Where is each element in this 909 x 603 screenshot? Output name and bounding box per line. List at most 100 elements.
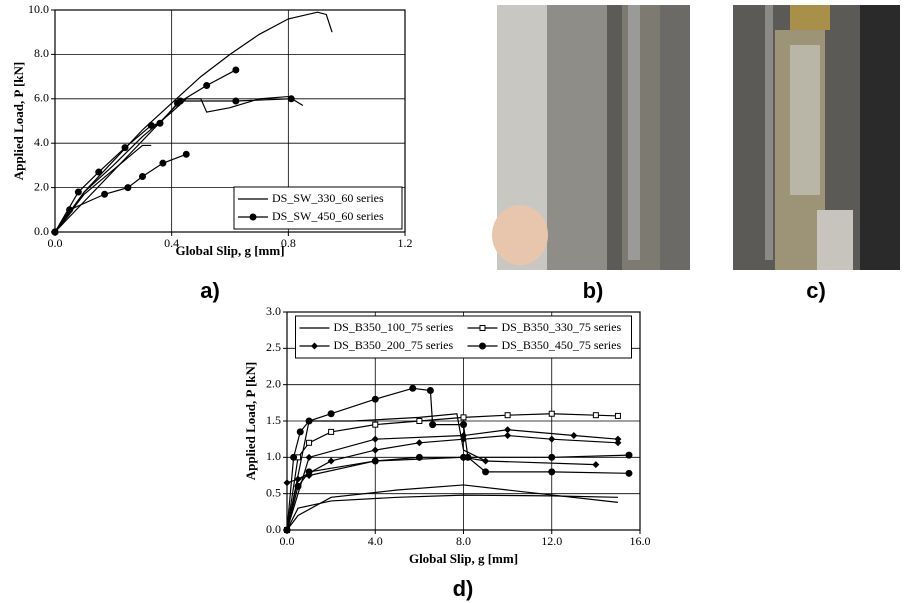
y-axis-label: Applied Load, P [kN] [243,362,258,480]
marker [327,457,335,465]
marker [482,457,490,465]
data-line [54,69,237,233]
y-tick-label: 0.0 [266,522,281,536]
marker [305,453,313,461]
marker [139,173,146,180]
marker [327,410,335,418]
marker [305,417,313,425]
x-tick-label: 0.8 [281,236,296,250]
x-tick-label: 0.0 [280,534,295,548]
marker [51,228,59,236]
marker [614,412,621,419]
marker [182,150,190,158]
marker [283,479,291,487]
data-line [286,429,618,531]
data-line [54,98,292,233]
legend-label: DS_SW_330_60 series [272,191,384,205]
x-axis-label: Global Slip, g [mm] [409,551,518,566]
data-line [54,95,304,233]
marker [124,184,132,192]
x-tick-label: 8.0 [456,534,471,548]
panel-label: a) [200,278,220,303]
marker [95,168,103,176]
y-tick-label: 8.0 [34,46,49,60]
marker [147,121,155,129]
marker [371,446,379,454]
marker [306,439,313,446]
marker [429,421,437,429]
marker [482,468,490,476]
marker [592,412,599,419]
data-line [286,454,629,531]
y-tick-label: 10.0 [28,2,49,16]
y-tick-label: 0.0 [34,224,49,238]
marker [294,482,302,490]
marker [371,457,379,465]
y-tick-label: 1.5 [266,413,281,427]
x-axis-label: Global Slip, g [mm] [175,243,284,258]
y-tick-label: 2.5 [266,340,281,354]
marker [548,410,555,417]
marker [614,435,622,443]
y-tick-label: 0.5 [266,485,281,499]
marker [176,97,184,105]
marker [592,461,600,469]
marker [504,432,512,440]
marker [328,428,335,435]
marker [203,81,211,89]
marker [625,469,633,477]
marker [426,386,434,394]
y-tick-label: 2.0 [266,376,281,390]
data-line [286,484,619,531]
legend-label: DS_B350_450_75 series [502,338,622,352]
y-axis-label: Applied Load, P [kN] [11,62,26,180]
panel-label: d) [453,576,474,601]
legend-label: DS_SW_450_60 series [272,209,384,223]
x-tick-label: 0.0 [48,236,63,250]
x-tick-label: 12.0 [541,534,562,548]
marker [504,426,512,434]
marker [504,412,511,419]
plot-frame [286,311,641,531]
marker [371,435,379,443]
marker [159,159,167,167]
marker [460,414,467,421]
panel-label: b) [583,278,604,303]
marker [570,432,578,440]
y-tick-label: 1.0 [266,449,281,463]
marker [371,395,379,403]
marker [121,144,129,152]
legend-marker [479,325,486,331]
marker [409,384,417,392]
plot-frame [54,9,406,233]
legend-marker [311,342,318,350]
marker [232,66,240,74]
y-tick-label: 6.0 [34,91,49,105]
marker [232,97,240,105]
marker [548,468,556,476]
data-line [54,153,187,233]
y-tick-label: 3.0 [266,304,281,318]
marker [614,439,622,447]
data-line [54,144,152,233]
marker [290,453,298,461]
legend-label: DS_B350_100_75 series [334,320,454,334]
legend-box [233,186,403,230]
marker [372,421,379,428]
y-tick-label: 4.0 [34,135,49,149]
legend-box [295,315,632,359]
y-tick-label: 2.0 [34,179,49,193]
panel-label: c) [806,278,826,303]
marker [460,453,467,461]
marker [74,188,82,196]
x-tick-label: 4.0 [368,534,383,548]
legend-label: DS_B350_330_75 series [502,320,622,334]
data-line [286,413,486,531]
legend-label: DS_B350_200_75 series [334,338,454,352]
legend-marker [249,213,257,221]
marker [296,428,304,436]
marker [548,435,556,443]
marker [416,418,423,424]
marker [415,439,423,447]
x-tick-label: 16.0 [630,534,651,548]
